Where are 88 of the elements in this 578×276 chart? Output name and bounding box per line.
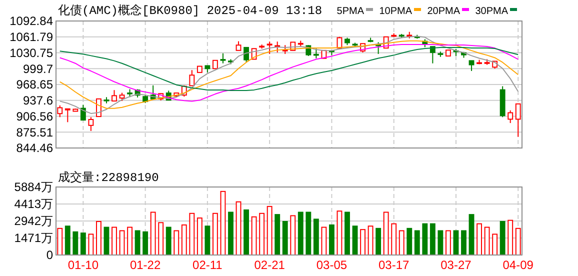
- y-tick-label: 1061.79: [10, 30, 54, 44]
- bar: [57, 228, 63, 256]
- bar: [127, 226, 132, 256]
- bar: [236, 201, 242, 256]
- y-tick-label: 968.65: [16, 78, 54, 92]
- y-tick-label: 906.56: [16, 109, 54, 124]
- bar: [461, 230, 466, 256]
- bar: [406, 228, 412, 256]
- x-tick-label: 01-10: [68, 258, 99, 272]
- bar: [96, 220, 102, 256]
- x-tick-label: 04-09: [502, 258, 534, 272]
- bar: [174, 230, 180, 256]
- bar: [150, 212, 156, 256]
- bar: [251, 216, 257, 256]
- y-tick-label: 875.51: [16, 125, 54, 140]
- bar: [306, 212, 312, 256]
- bar: [189, 212, 195, 256]
- bar: [515, 228, 521, 256]
- x-tick-label: 02-11: [192, 258, 223, 272]
- y-tick-label: 844.46: [16, 141, 54, 156]
- bar: [112, 226, 117, 256]
- bar: [430, 223, 436, 256]
- x-tick-label: 01-22: [130, 258, 161, 272]
- bar: [500, 220, 506, 256]
- x-tick-label: 03-17: [378, 258, 410, 272]
- bar: [438, 230, 444, 256]
- bar: [476, 223, 482, 256]
- bar: [228, 212, 234, 256]
- bar: [80, 232, 86, 256]
- chart-title: 化债(AMC)概念[BK0980] 2025-04-09 13:18: [58, 4, 322, 18]
- legend-label: 5PMA: [336, 6, 364, 17]
- bar: [244, 209, 249, 256]
- bar: [313, 218, 319, 256]
- bar: [352, 226, 358, 256]
- bar: [212, 212, 218, 256]
- bar: [88, 234, 94, 256]
- bar: [298, 212, 304, 256]
- y-tick-label: 2942万: [14, 214, 53, 228]
- bar: [119, 230, 125, 256]
- y-tick-label: 937.6: [22, 94, 54, 108]
- y-tick-label: 999.7: [22, 62, 54, 76]
- bar: [336, 210, 342, 256]
- bar: [376, 228, 382, 256]
- bar: [196, 218, 202, 256]
- bar: [166, 226, 172, 256]
- y-tick-label: 1092.84: [10, 14, 54, 28]
- bar: [220, 190, 226, 256]
- bar: [158, 222, 164, 256]
- x-tick-label: 03-05: [316, 258, 348, 272]
- bar: [204, 226, 210, 256]
- y-tick-label: 4413万: [14, 197, 53, 212]
- bar: [468, 214, 474, 256]
- x-tick-label: 02-21: [254, 258, 286, 272]
- bar: [484, 226, 490, 256]
- bar: [181, 224, 187, 256]
- bar: [422, 223, 428, 256]
- bar: [72, 231, 78, 256]
- bar: [329, 224, 334, 256]
- bar: [360, 229, 366, 256]
- bar: [344, 212, 350, 256]
- bar: [290, 215, 296, 256]
- bar: [446, 230, 451, 256]
- y-tick-label: 0: [46, 248, 54, 262]
- y-tick-label: 1471万: [14, 231, 53, 246]
- bar: [492, 234, 498, 256]
- bar: [266, 206, 272, 256]
- bar: [391, 223, 397, 256]
- bar: [134, 230, 140, 256]
- bar: [321, 226, 327, 256]
- bar: [508, 220, 514, 256]
- line-series: [59, 47, 519, 91]
- bar: [453, 230, 459, 256]
- bar: [274, 214, 280, 256]
- legend-label: 20PMA: [427, 6, 460, 17]
- legend-label: 10PMA: [379, 6, 412, 17]
- y-tick-label: 1030.75: [10, 46, 54, 60]
- bar: [142, 231, 148, 256]
- bar: [414, 230, 420, 256]
- chart-title: 成交量:22898190: [58, 170, 159, 185]
- y-tick-label: 5884万: [14, 180, 53, 194]
- bar: [383, 212, 389, 256]
- x-tick-label: 03-27: [440, 258, 472, 272]
- bar: [259, 212, 265, 256]
- bar: [398, 230, 404, 256]
- bar: [64, 226, 70, 256]
- bar: [368, 226, 374, 256]
- bar: [282, 220, 288, 256]
- legend-label: 30PMA: [475, 6, 508, 17]
